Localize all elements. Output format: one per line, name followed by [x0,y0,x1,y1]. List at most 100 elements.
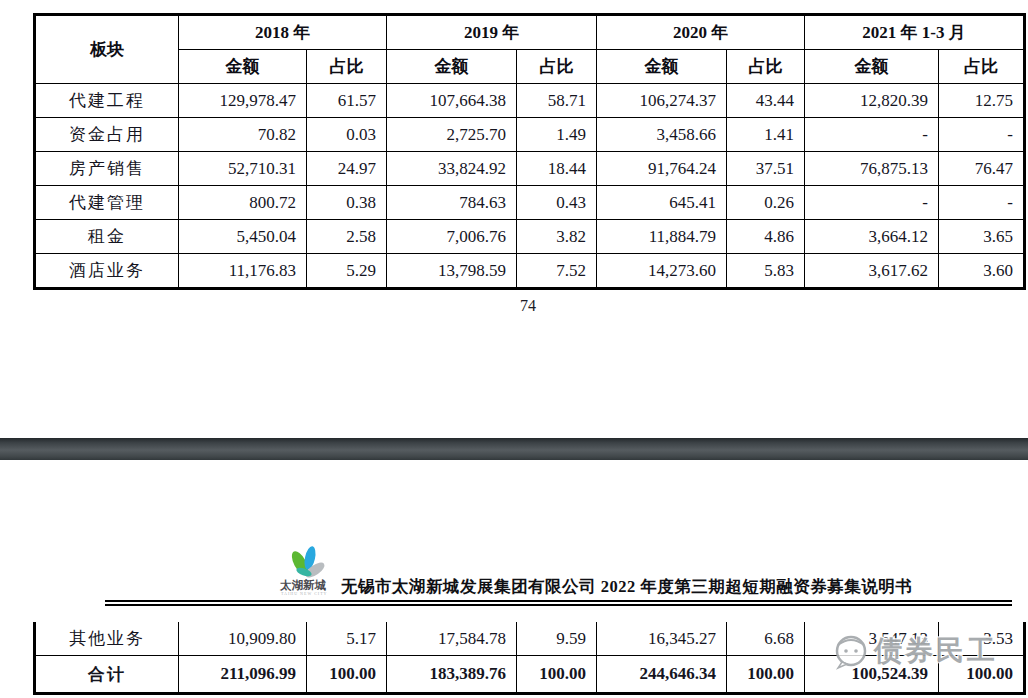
cell: 5.83 [727,254,805,289]
cell: 33,824.92 [387,152,517,186]
share-header: 占比 [727,50,805,84]
cell: 0.38 [307,186,387,220]
cell: 1.49 [517,118,597,152]
table-row: 租金 5,450.04 2.58 7,006.76 3.82 11,884.79… [35,220,1025,254]
cell: 13,798.59 [387,254,517,289]
cell: 211,096.99 [179,656,307,694]
cell: 183,389.76 [387,656,517,694]
segment-revenue-table: 板块 2018 年 2019 年 2020 年 2021 年 1-3 月 金额 … [33,13,1026,290]
cell: 244,646.34 [597,656,727,694]
cell: 0.43 [517,186,597,220]
cell: 76.47 [939,152,1025,186]
cell: 107,664.38 [387,84,517,118]
document-header-title: 无锡市太湖新城发展集团有限公司 2022 年度第三期超短期融资券募集说明书 [341,576,912,598]
year-header-2018: 2018 年 [179,15,387,50]
cell: 3,458.66 [597,118,727,152]
cell: 58.71 [517,84,597,118]
corner-header: 板块 [35,15,179,84]
cell: 5.17 [307,622,387,656]
cell: 2,725.70 [387,118,517,152]
row-label: 资金占用 [35,118,179,152]
cell: 61.57 [307,84,387,118]
amount-header: 金额 [805,50,939,84]
year-header-2021q1: 2021 年 1-3 月 [805,15,1025,50]
row-label: 酒店业务 [35,254,179,289]
watermark: 债券民工 [830,629,998,673]
cell: 2.58 [307,220,387,254]
table-row: 房产销售 52,710.31 24.97 33,824.92 18.44 91,… [35,152,1025,186]
logo-caption-text: TAIHU NEW CITY [281,591,328,596]
amount-header: 金额 [387,50,517,84]
cell: 43.44 [727,84,805,118]
cell: 76,875.13 [805,152,939,186]
cell: 9.59 [517,622,597,656]
cell: 14,273.60 [597,254,727,289]
table-header-metrics: 金额 占比 金额 占比 金额 占比 金额 占比 [35,50,1025,84]
cell: 24.97 [307,152,387,186]
cell: 800.72 [179,186,307,220]
share-header: 占比 [517,50,597,84]
row-label: 房产销售 [35,152,179,186]
cell: 784.63 [387,186,517,220]
cell: 0.26 [727,186,805,220]
year-header-2019: 2019 年 [387,15,597,50]
cell: 3,617.62 [805,254,939,289]
cell: 11,176.83 [179,254,307,289]
row-label: 代建工程 [35,84,179,118]
cell: 3.65 [939,220,1025,254]
cell: 100.00 [307,656,387,694]
cell: 70.82 [179,118,307,152]
cell: 4.86 [727,220,805,254]
amount-header: 金额 [179,50,307,84]
cell: 18.44 [517,152,597,186]
cell: 12,820.39 [805,84,939,118]
taihu-new-city-logo: 太湖新城 TAIHU NEW CITY [277,545,339,597]
page-break-divider [0,438,1028,460]
table-row: 资金占用 70.82 0.03 2,725.70 1.49 3,458.66 1… [35,118,1025,152]
table-row: 代建工程 129,978.47 61.57 107,664.38 58.71 1… [35,84,1025,118]
cell: 106,274.37 [597,84,727,118]
page-number: 74 [33,297,1023,315]
row-label: 合计 [35,656,179,694]
row-label: 代建管理 [35,186,179,220]
table-row: 酒店业务 11,176.83 5.29 13,798.59 7.52 14,27… [35,254,1025,289]
cell: - [805,118,939,152]
cell: 7,006.76 [387,220,517,254]
share-header: 占比 [307,50,387,84]
cell: 1.41 [727,118,805,152]
cell: 12.75 [939,84,1025,118]
cell: 6.68 [727,622,805,656]
table-row: 代建管理 800.72 0.38 784.63 0.43 645.41 0.26… [35,186,1025,220]
cell: - [939,186,1025,220]
cell: - [939,118,1025,152]
share-header: 占比 [939,50,1025,84]
row-label: 其他业务 [35,622,179,656]
watermark-text: 债券民工 [874,632,998,670]
cell: 3.60 [939,254,1025,289]
cell: 100.00 [517,656,597,694]
leaf-swirl-icon: 太湖新城 TAIHU NEW CITY [277,545,339,597]
amount-header: 金额 [597,50,727,84]
cell: 645.41 [597,186,727,220]
year-header-2020: 2020 年 [597,15,805,50]
cell: 11,884.79 [597,220,727,254]
cell: 0.03 [307,118,387,152]
cell: 10,909.80 [179,622,307,656]
cell: 37.51 [727,152,805,186]
cell: 5,450.04 [179,220,307,254]
cell: 52,710.31 [179,152,307,186]
table-header-years: 板块 2018 年 2019 年 2020 年 2021 年 1-3 月 [35,15,1025,50]
cell: 7.52 [517,254,597,289]
logo-name-text: 太湖新城 [279,578,327,592]
cell: 16,345.27 [597,622,727,656]
cell: - [805,186,939,220]
cell: 100.00 [727,656,805,694]
cell: 5.29 [307,254,387,289]
cell: 17,584.78 [387,622,517,656]
row-label: 租金 [35,220,179,254]
pdf-page-view: { "document": { "page_number": "74", "fo… [0,0,1028,698]
header-double-rule [105,600,1012,606]
cell: 129,978.47 [179,84,307,118]
cell: 3,664.12 [805,220,939,254]
cell: 3.82 [517,220,597,254]
